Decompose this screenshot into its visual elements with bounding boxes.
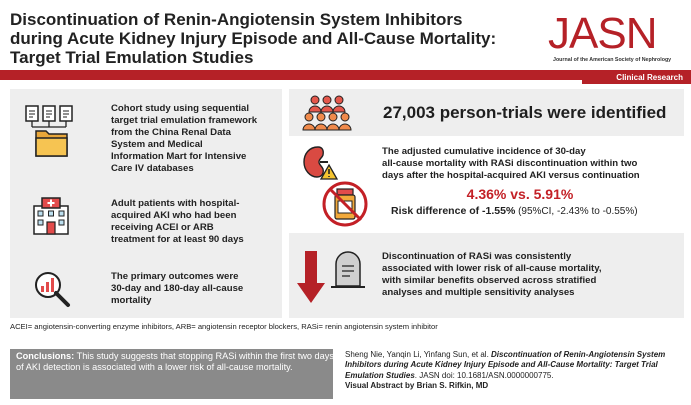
risk-value: -1.55% xyxy=(482,205,516,217)
header-red-bar xyxy=(0,70,691,80)
result-text: The adjusted cumulative incidence of 30-… xyxy=(382,146,640,182)
left-item-cohort-line: Care IV databases xyxy=(111,163,194,174)
conclusions-body: This study suggests that stopping RASi w… xyxy=(16,351,334,373)
title-line-3: Target Trial Emulation Studies xyxy=(10,48,254,67)
conclusion-box-line: analyses and multiple sensitivity analys… xyxy=(382,287,575,298)
left-item-outcomes-line: The primary outcomes were xyxy=(111,271,239,282)
conclusions-text: Conclusions: This study suggests that st… xyxy=(16,351,334,374)
left-item-cohort-line: target trial emulation framework xyxy=(111,115,258,126)
left-item-patients-line: receiving ACEI or ARB xyxy=(111,222,214,233)
logo-subtitle: Journal of the American Society of Nephr… xyxy=(553,57,672,63)
visual-abstract-credit: Visual Abstract by Brian S. Rifkin, MD xyxy=(345,381,489,391)
left-item-patients: Adult patients with hospital- acquired A… xyxy=(111,198,244,246)
no-pills-icon xyxy=(322,181,368,227)
page-title: Discontinuation of Renin-Angiotensin Sys… xyxy=(10,10,530,67)
magnifier-chart-icon xyxy=(35,272,70,307)
left-item-patients-line: treatment for at least 90 days xyxy=(111,234,244,245)
jasn-logo: JASN xyxy=(548,9,657,58)
left-item-outcomes: The primary outcomes were 30-day and 180… xyxy=(111,271,243,307)
left-item-cohort-line: System and Medical xyxy=(111,139,203,150)
left-item-patients-line: acquired AKI who had been xyxy=(111,210,237,221)
conclusions-label: Conclusions: xyxy=(16,351,75,361)
left-item-cohort-line: from the China Renal Data xyxy=(111,127,231,138)
citation-authors: Sheng Nie, Yanqin Li, Yinfang Sun, et al… xyxy=(345,350,492,359)
citation-title: Discontinuation of Renin-Angiotensin Sys… xyxy=(345,350,666,380)
left-item-patients-line: Adult patients with hospital- xyxy=(111,198,240,209)
conclusion-box-line: associated with lower risk of all-cause … xyxy=(382,263,602,274)
left-item-outcomes-line: mortality xyxy=(111,295,152,306)
risk-ci: (95%CI, -2.43% to -0.55%) xyxy=(515,206,638,217)
result-line: all-cause mortality with RASi discontinu… xyxy=(382,158,638,169)
kidney-warning-icon xyxy=(303,146,339,180)
risk-label: Risk difference of xyxy=(391,205,483,217)
citation-journal: . JASN doi: 10.1681/ASN.0000000775. xyxy=(414,370,554,380)
conclusion-box-line: with similar benefits observed across st… xyxy=(382,275,597,286)
count-panel xyxy=(289,89,684,136)
left-item-cohort-line: Cohort study using sequential xyxy=(111,103,250,114)
section-tag: Clinical Research xyxy=(582,72,691,84)
tombstone-icon xyxy=(331,251,365,288)
conclusion-box-text: Discontinuation of RASi was consistently… xyxy=(382,251,602,299)
left-item-outcomes-line: 30-day and 180-day all-cause xyxy=(111,283,244,294)
left-item-cohort: Cohort study using sequential target tri… xyxy=(111,103,257,175)
left-item-cohort-line: Information Mart for Intensive xyxy=(111,151,247,162)
title-line-1: Discontinuation of Renin-Angiotensin Sys… xyxy=(10,10,463,29)
citation: Sheng Nie, Yanqin Li, Yinfang Sun, et al… xyxy=(345,350,685,392)
person-trials-count: 27,003 person-trials were identified xyxy=(383,103,667,122)
result-line: days after the hospital-acquired AKI ver… xyxy=(382,170,640,181)
people-group-icon xyxy=(302,95,352,131)
conclusion-box-line: Discontinuation of RASi was consistently xyxy=(382,251,572,262)
result-line: The adjusted cumulative incidence of 30-… xyxy=(382,146,586,157)
mortality-rates: 4.36% vs. 5.91% xyxy=(466,186,574,202)
documents-folder-icon xyxy=(25,105,73,157)
hospital-icon xyxy=(33,197,69,235)
abbreviations: ACEI= angiotensin-converting enzyme inhi… xyxy=(10,322,438,331)
down-arrow-icon xyxy=(297,251,325,303)
conclusions-box xyxy=(10,349,333,399)
title-line-2: during Acute Kidney Injury Episode and A… xyxy=(10,29,497,48)
risk-difference: Risk difference of -1.55% (95%CI, -2.43%… xyxy=(391,205,638,217)
